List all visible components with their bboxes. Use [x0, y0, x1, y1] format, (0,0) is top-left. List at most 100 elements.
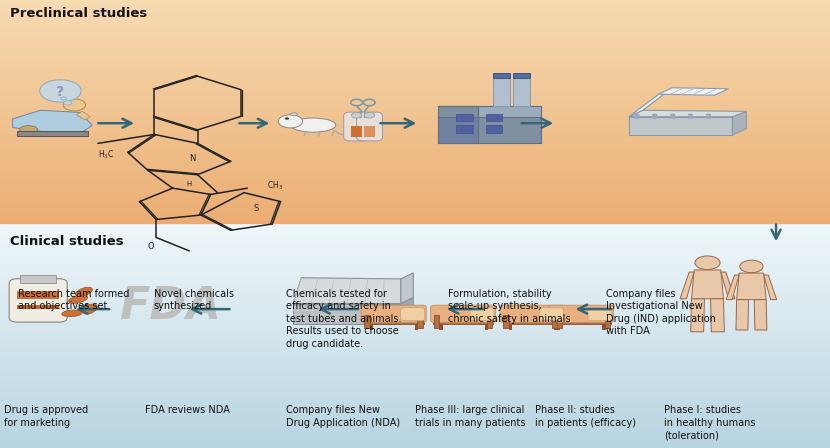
Bar [0, 299, 830, 302]
Bar [0, 362, 830, 366]
Circle shape [634, 113, 640, 116]
Bar [0, 60, 830, 64]
Bar [0, 41, 830, 45]
Bar [0, 388, 830, 392]
Bar [0, 310, 830, 314]
Bar [433, 320, 493, 324]
Bar [0, 332, 830, 336]
Bar [0, 347, 830, 351]
Bar [0, 176, 830, 179]
Bar [486, 311, 492, 328]
Bar [0, 160, 830, 164]
Polygon shape [726, 275, 739, 300]
Bar [0, 276, 830, 280]
Bar [0, 11, 830, 15]
Bar [0, 90, 830, 93]
FancyBboxPatch shape [361, 305, 427, 323]
Ellipse shape [69, 295, 87, 303]
Bar [551, 320, 611, 324]
Bar [0, 78, 830, 82]
Bar [0, 370, 830, 373]
Bar [0, 220, 830, 224]
Bar [0, 75, 830, 78]
Bar [0, 67, 830, 71]
Bar [0, 71, 830, 75]
Polygon shape [754, 300, 767, 330]
Bar [0, 112, 830, 116]
Bar [0, 168, 830, 172]
Bar [556, 311, 562, 328]
Bar [364, 126, 375, 137]
FancyBboxPatch shape [500, 305, 565, 323]
Bar [0, 306, 830, 310]
Ellipse shape [290, 113, 297, 116]
Text: Company files New
Drug Application (NDA): Company files New Drug Application (NDA) [286, 405, 400, 428]
Bar [417, 311, 423, 328]
Bar [0, 400, 830, 403]
Polygon shape [401, 297, 413, 323]
Bar [0, 254, 830, 258]
Bar [0, 224, 830, 228]
Bar [0, 48, 830, 52]
Bar [0, 414, 830, 418]
Circle shape [285, 117, 289, 120]
Bar [503, 320, 563, 324]
Bar [0, 246, 830, 250]
Bar [0, 198, 830, 202]
Circle shape [63, 99, 85, 111]
Bar [0, 366, 830, 370]
Bar [0, 239, 830, 243]
Bar [0, 232, 830, 235]
Text: Research team formed
and objectives set: Research team formed and objectives set [18, 289, 129, 311]
Bar [0, 250, 830, 254]
Bar [415, 324, 418, 331]
Circle shape [688, 116, 693, 119]
Bar [0, 108, 830, 112]
Bar [0, 433, 830, 437]
Bar [0, 418, 830, 422]
Bar [0, 280, 830, 284]
Bar [293, 304, 401, 323]
Text: Drug is approved
for marketing: Drug is approved for marketing [4, 405, 88, 428]
Bar [513, 73, 530, 78]
Polygon shape [737, 273, 766, 300]
Ellipse shape [20, 125, 37, 134]
Bar [0, 340, 830, 344]
Bar [0, 138, 830, 142]
Bar [0, 407, 830, 411]
Bar [503, 315, 509, 328]
Polygon shape [629, 88, 672, 117]
Bar [0, 194, 830, 198]
Text: H: H [187, 181, 192, 187]
Bar [364, 320, 424, 324]
Bar [0, 104, 830, 108]
Bar [485, 324, 488, 331]
Bar [509, 324, 512, 331]
Bar [0, 373, 830, 377]
Bar [0, 26, 830, 30]
Circle shape [670, 113, 676, 116]
Bar [0, 101, 830, 104]
Bar [0, 228, 830, 232]
Bar [0, 52, 830, 56]
Bar [0, 45, 830, 48]
Bar [0, 291, 830, 295]
Bar [0, 336, 830, 340]
Bar [438, 117, 478, 142]
Text: Preclinical studies: Preclinical studies [10, 7, 147, 20]
FancyBboxPatch shape [549, 305, 613, 323]
FancyBboxPatch shape [9, 279, 67, 322]
Bar [0, 205, 830, 209]
Bar [0, 34, 830, 37]
Polygon shape [720, 272, 735, 299]
Circle shape [670, 116, 676, 119]
Bar [558, 324, 560, 331]
Circle shape [688, 113, 693, 116]
Bar [0, 235, 830, 239]
Text: ?: ? [56, 85, 65, 99]
Bar [0, 179, 830, 183]
Bar [0, 261, 830, 265]
Text: CH$_3$: CH$_3$ [267, 179, 283, 192]
Bar [486, 125, 502, 133]
Bar [0, 0, 830, 4]
